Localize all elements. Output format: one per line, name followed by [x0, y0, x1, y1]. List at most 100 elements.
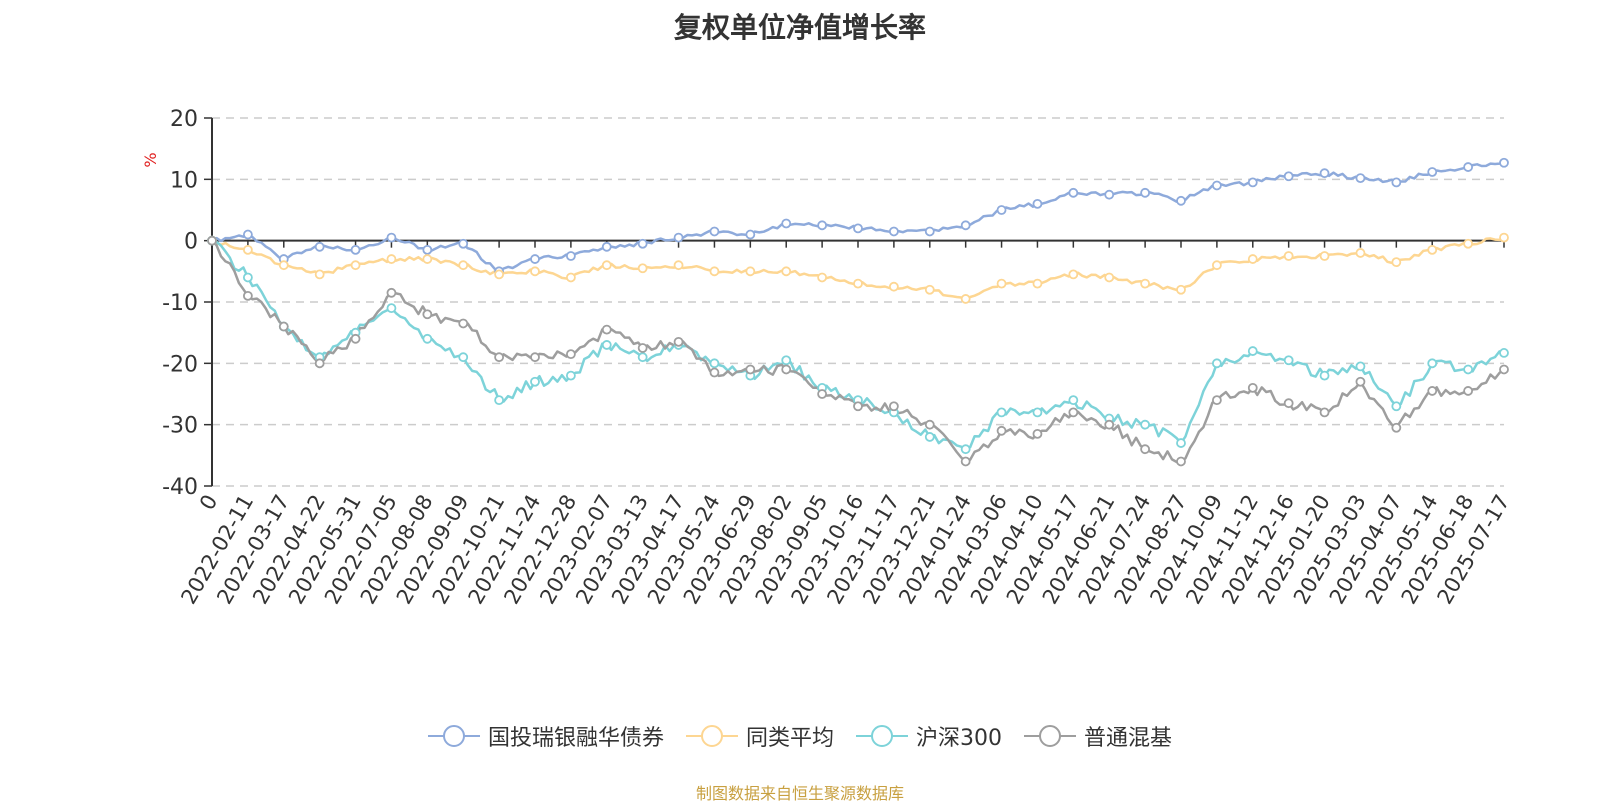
- legend-item[interactable]: 沪深300: [856, 720, 1002, 752]
- data-point: [888, 226, 899, 237]
- data-point: [1211, 358, 1222, 369]
- data-point: [458, 238, 469, 249]
- data-point: [350, 260, 361, 271]
- data-point: [781, 355, 792, 366]
- data-point: [960, 220, 971, 231]
- data-point: [1355, 361, 1366, 372]
- data-point: [637, 352, 648, 363]
- data-point: [530, 254, 540, 264]
- data-point: [242, 272, 253, 283]
- data-point: [709, 226, 720, 237]
- data-point: [1499, 232, 1509, 243]
- data-point: [853, 401, 863, 412]
- data-point: [1068, 407, 1079, 418]
- data-point: [1319, 251, 1330, 261]
- data-point: [601, 324, 612, 335]
- data-point: [1499, 364, 1509, 375]
- data-point: [781, 364, 792, 375]
- data-point: [1032, 407, 1043, 418]
- data-point: [745, 229, 756, 240]
- data-point: [1176, 456, 1186, 467]
- data-point: [386, 303, 397, 314]
- series-line: [211, 239, 1505, 451]
- data-point: [781, 266, 792, 277]
- y-tick-label: -30: [162, 414, 198, 439]
- data-point: [960, 444, 971, 455]
- data-point: [996, 407, 1007, 418]
- data-point: [386, 232, 397, 243]
- data-point: [242, 244, 253, 255]
- data-point: [1104, 189, 1115, 200]
- data-point: [314, 269, 325, 280]
- legend: 国投瑞银融华债券 同类平均 沪深300 普通混基: [0, 720, 1600, 752]
- data-point: [601, 260, 612, 271]
- data-point: [996, 425, 1007, 436]
- data-point: [1068, 187, 1079, 198]
- data-point: [494, 352, 505, 363]
- data-point: [565, 251, 576, 261]
- data-point: [781, 218, 792, 229]
- data-point: [1032, 428, 1043, 439]
- legend-label: 普通混基: [1084, 726, 1173, 751]
- data-point: [1068, 395, 1079, 406]
- data-point: [1032, 278, 1043, 289]
- data-point: [458, 318, 469, 329]
- data-point: [1104, 272, 1115, 283]
- legend-label: 沪深300: [916, 726, 1002, 751]
- data-point: [1499, 348, 1509, 358]
- series-line: [211, 239, 1505, 464]
- data-point: [637, 263, 648, 274]
- data-point: [1499, 157, 1509, 168]
- legend-item[interactable]: 国投瑞银融华债券: [427, 720, 664, 752]
- data-point: [817, 389, 828, 399]
- legend-marker-icon: [1024, 724, 1076, 748]
- data-point: [1283, 355, 1294, 366]
- y-axis-unit: %: [141, 152, 160, 167]
- data-point: [673, 336, 684, 347]
- data-point: [1176, 284, 1186, 295]
- data-point: [1247, 382, 1258, 393]
- legend-label: 国投瑞银融华债券: [487, 726, 664, 751]
- data-point: [1283, 251, 1294, 261]
- data-point: [745, 266, 756, 277]
- data-point: [242, 229, 253, 240]
- legend-marker-icon: [856, 724, 908, 748]
- data-point: [530, 352, 540, 363]
- data-point: [278, 321, 289, 332]
- data-point: [1355, 376, 1366, 387]
- data-point: [350, 333, 361, 344]
- y-tick-label: 0: [184, 230, 198, 255]
- data-point: [242, 290, 253, 301]
- data-point: [996, 278, 1007, 289]
- data-point: [1463, 364, 1474, 375]
- data-point: [278, 260, 289, 271]
- data-point: [314, 241, 325, 252]
- legend-item[interactable]: 普通混基: [1024, 720, 1172, 752]
- data-point: [1211, 260, 1222, 271]
- data-point: [386, 254, 397, 264]
- data-point: [1427, 358, 1438, 369]
- data-point: [924, 226, 935, 237]
- legend-item[interactable]: 同类平均: [685, 720, 834, 752]
- data-point: [1319, 370, 1330, 381]
- data-point: [1032, 198, 1043, 209]
- data-point: [1463, 386, 1474, 396]
- data-point: [745, 364, 756, 375]
- data-point: [422, 244, 433, 255]
- data-point: [601, 241, 612, 252]
- x-tick-label: 0: [195, 491, 222, 515]
- y-tick-label: 10: [170, 168, 198, 193]
- data-point: [494, 269, 505, 280]
- data-point: [1355, 248, 1366, 258]
- legend-marker-icon: [685, 724, 738, 748]
- data-point: [207, 235, 217, 246]
- data-point: [601, 340, 612, 350]
- data-point: [1463, 238, 1474, 249]
- data-point: [673, 232, 684, 243]
- data-point: [924, 419, 935, 430]
- grid-lines: [212, 117, 1504, 487]
- data-point: [422, 254, 433, 264]
- data-point: [1247, 254, 1258, 264]
- chart-title: 复权单位净值增长率: [673, 11, 926, 44]
